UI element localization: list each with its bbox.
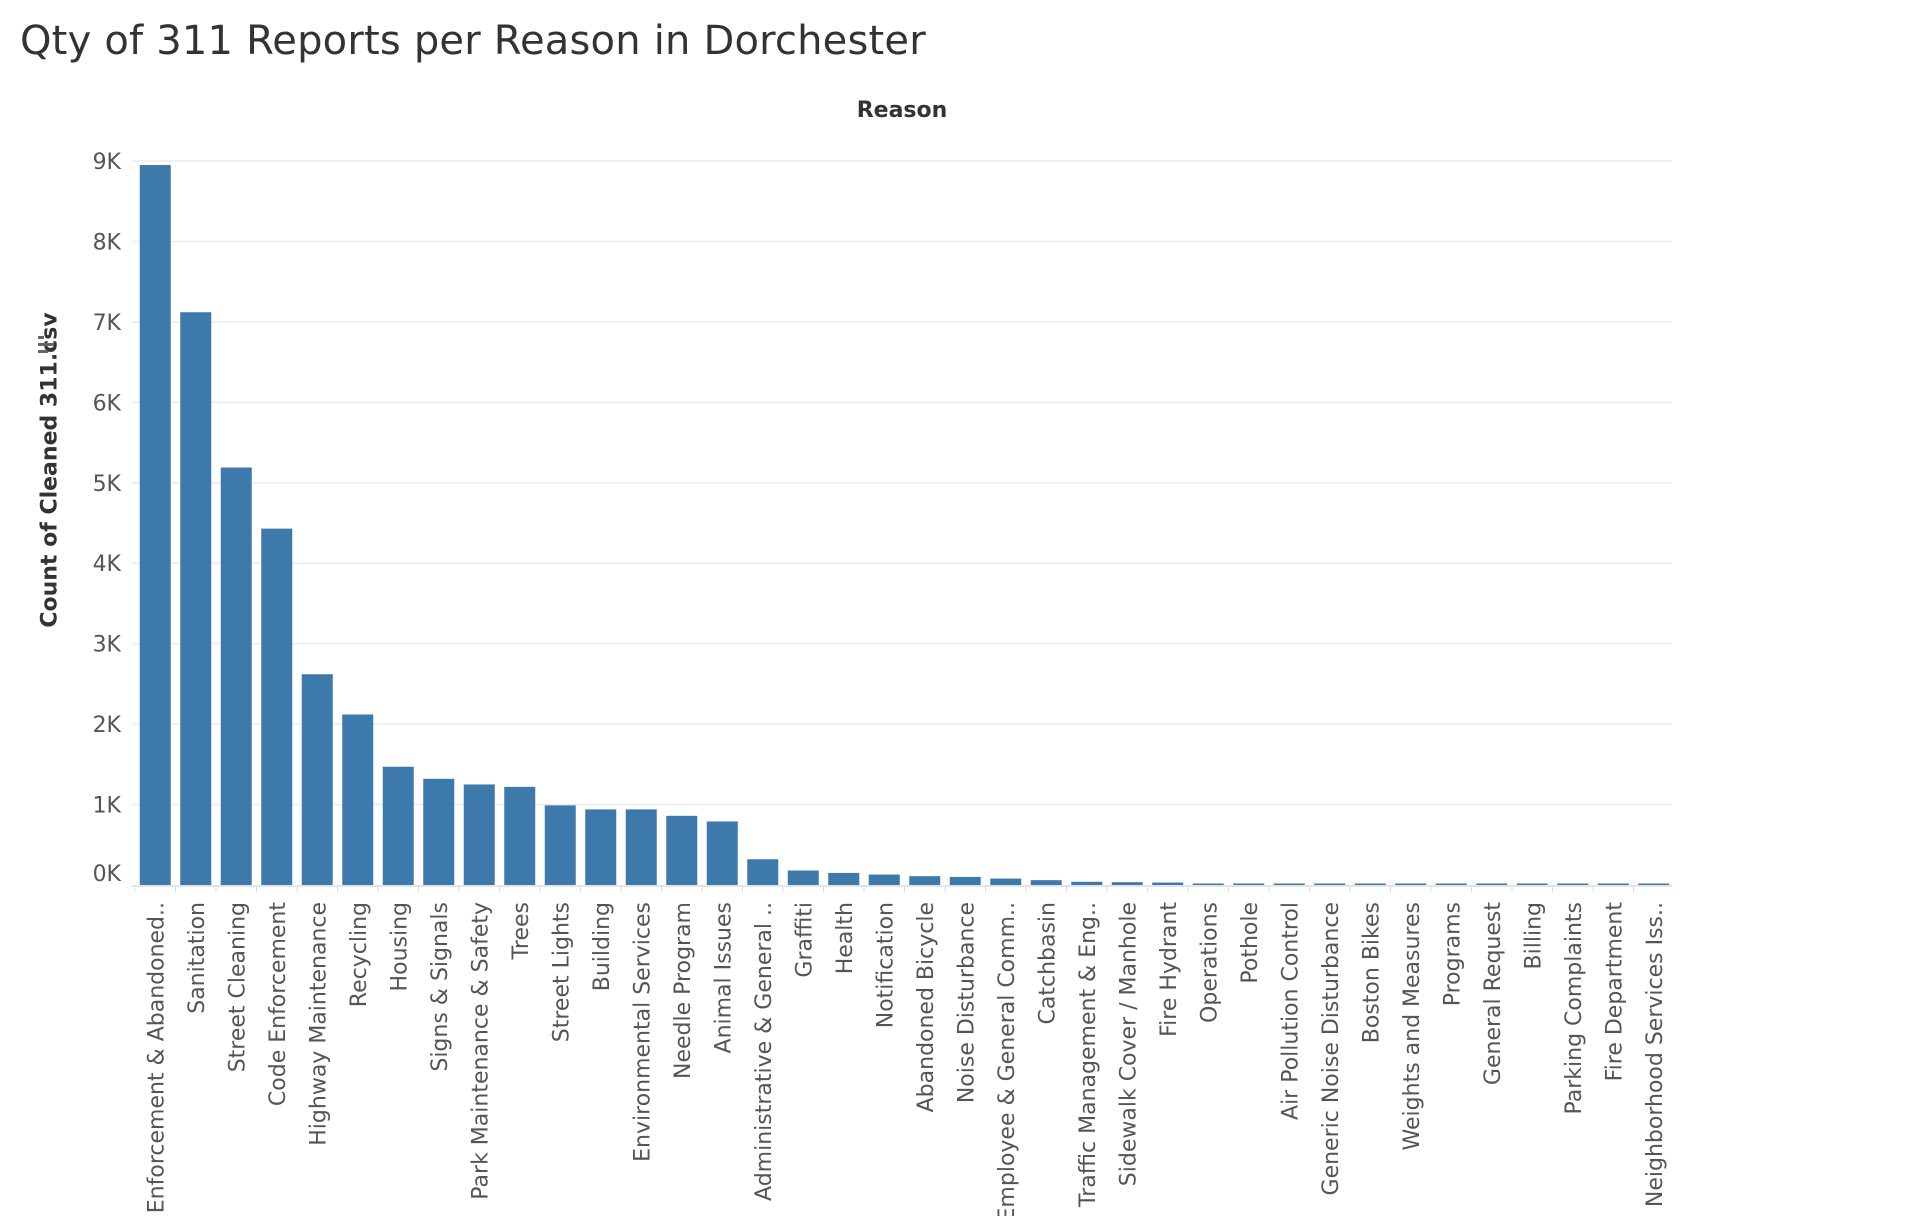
bar[interactable] xyxy=(1354,883,1386,886)
bar[interactable] xyxy=(1273,883,1305,886)
y-tick-label: 2K xyxy=(93,713,122,738)
bar[interactable] xyxy=(1314,883,1346,886)
bars xyxy=(139,165,1670,886)
bar[interactable] xyxy=(1192,883,1224,886)
bar[interactable] xyxy=(1030,880,1062,885)
column-header: Reason xyxy=(856,98,948,123)
x-tick-label: Parking Complaints xyxy=(1562,902,1587,1115)
x-tick-label: Sanitation xyxy=(185,902,210,1014)
bar[interactable] xyxy=(909,876,941,885)
x-tick-label: Street Lights xyxy=(549,902,574,1042)
bar[interactable] xyxy=(787,870,819,885)
y-tick-label: 7K xyxy=(93,311,122,336)
x-tick-label: Fire Department xyxy=(1602,902,1627,1082)
bar[interactable] xyxy=(666,815,698,885)
y-tick-label: 4K xyxy=(93,552,122,577)
bar[interactable] xyxy=(747,859,779,885)
bar[interactable] xyxy=(625,809,657,885)
y-tick-label: 5K xyxy=(93,472,122,497)
y-tick-label: 9K xyxy=(93,150,122,175)
bar[interactable] xyxy=(828,872,860,885)
y-tick-label: 0K xyxy=(93,862,122,887)
bar[interactable] xyxy=(1111,882,1143,885)
x-tick-label: Administrative & General .. xyxy=(752,902,777,1201)
x-tick-label: Operations xyxy=(1197,902,1222,1023)
x-tick-label: Noise Disturbance xyxy=(954,902,979,1103)
bar[interactable] xyxy=(463,784,495,885)
x-tick-label: Pothole xyxy=(1238,902,1263,984)
x-tick-label: Needle Program xyxy=(671,902,696,1079)
sort-descending-icon[interactable] xyxy=(38,336,62,356)
x-tick-label: Generic Noise Disturbance xyxy=(1319,902,1344,1195)
bar[interactable] xyxy=(706,821,738,885)
x-tick-label: Traffic Management & Eng.. xyxy=(1076,902,1101,1208)
bar[interactable] xyxy=(1435,883,1467,886)
x-tick-label: Trees xyxy=(509,902,534,960)
x-tick-label: Sidewalk Cover / Manhole xyxy=(1116,902,1141,1186)
y-tick-label: 3K xyxy=(93,633,122,658)
bar[interactable] xyxy=(1071,881,1103,885)
x-tick-label: Recycling xyxy=(347,902,372,1007)
gridlines xyxy=(132,160,1672,887)
x-tick-label: Air Pollution Control xyxy=(1278,902,1303,1120)
bar[interactable] xyxy=(990,878,1022,885)
bar[interactable] xyxy=(585,809,617,885)
x-tick-label: Programs xyxy=(1440,902,1465,1006)
x-tick-label: Highway Maintenance xyxy=(306,902,331,1146)
x-tick-label: Fire Hydrant xyxy=(1157,902,1182,1037)
bar[interactable] xyxy=(139,165,171,885)
x-tick-label: Employee & General Comm.. xyxy=(995,902,1020,1216)
x-tick-label: Weights and Measures xyxy=(1400,902,1425,1150)
bar[interactable] xyxy=(949,876,981,885)
x-tick-label: Neighborhood Services Iss.. xyxy=(1643,902,1668,1207)
chart-title: Qty of 311 Reports per Reason in Dorches… xyxy=(20,18,926,64)
x-tick-label: Street Cleaning xyxy=(225,902,250,1072)
x-tick-label: Graffiti xyxy=(792,902,817,978)
x-tick-label: Abandoned Bicycle xyxy=(914,902,939,1112)
x-tick-label: Housing xyxy=(387,902,412,991)
x-tick-label: Park Maintenance & Safety xyxy=(468,902,493,1200)
bar[interactable] xyxy=(1638,883,1670,886)
x-tick-label: Boston Bikes xyxy=(1359,902,1384,1043)
x-tick-label: Environmental Services xyxy=(630,902,655,1162)
x-tick-label: Signs & Signals xyxy=(428,902,453,1072)
bar[interactable] xyxy=(1395,883,1427,886)
y-tick-label: 1K xyxy=(93,794,122,819)
bar[interactable] xyxy=(1516,883,1548,886)
bar[interactable] xyxy=(261,528,293,885)
bar[interactable] xyxy=(544,805,576,885)
x-tick-label: Enforcement & Abandoned.. xyxy=(144,902,169,1213)
bar[interactable] xyxy=(1476,883,1508,886)
x-tick-label: Billing xyxy=(1521,902,1546,969)
bar[interactable] xyxy=(301,674,333,885)
x-tick-label: Notification xyxy=(873,902,898,1028)
bar[interactable] xyxy=(1233,883,1265,886)
bar[interactable] xyxy=(868,874,900,885)
bar[interactable] xyxy=(1597,883,1629,886)
bar[interactable] xyxy=(180,312,212,885)
x-tick-label: Code Enforcement xyxy=(266,902,291,1106)
x-tick-label: Animal Issues xyxy=(711,902,736,1053)
x-tick-label: Building xyxy=(590,902,615,991)
x-tick-label: General Request xyxy=(1481,902,1506,1085)
bar[interactable] xyxy=(382,766,414,885)
bar[interactable] xyxy=(342,714,374,885)
bar[interactable] xyxy=(423,778,455,885)
bar[interactable] xyxy=(220,467,252,885)
x-tick-label: Catchbasin xyxy=(1035,902,1060,1024)
y-tick-label: 8K xyxy=(93,230,122,255)
bar[interactable] xyxy=(1152,882,1184,885)
y-tick-label: 6K xyxy=(93,391,122,416)
bar[interactable] xyxy=(1557,883,1589,886)
x-axis-ticks: Enforcement & Abandoned.. Sanitation Stree… xyxy=(134,886,1668,1216)
x-tick-label: Health xyxy=(833,902,858,974)
bar[interactable] xyxy=(504,786,536,885)
y-axis-ticks: 0K 1K 2K 3K 4K 5K 6K 7K 8K 9K xyxy=(93,150,122,887)
